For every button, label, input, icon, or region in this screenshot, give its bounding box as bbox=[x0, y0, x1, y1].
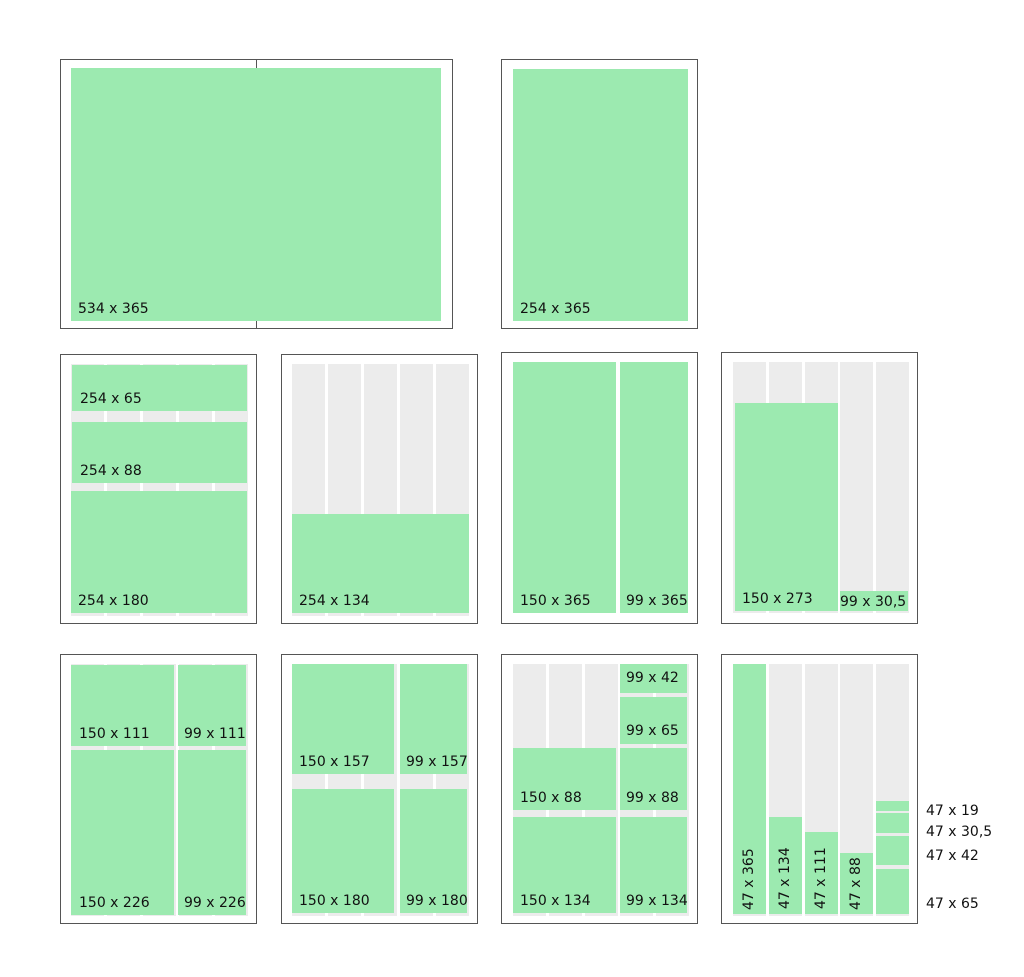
panel-150x273: 150 x 273 99 x 30,5 bbox=[721, 352, 918, 624]
side-label: 47 x 42 bbox=[926, 848, 979, 864]
block-99x65: 99 x 65 bbox=[620, 697, 687, 744]
block-label: 254 x 134 bbox=[299, 593, 370, 609]
block-label: 47 x 134 bbox=[777, 847, 793, 909]
block-254x88: 254 x 88 bbox=[72, 422, 247, 483]
block-99x30-5: 99 x 30,5 bbox=[840, 591, 908, 611]
block-label: 150 x 88 bbox=[520, 790, 582, 806]
block-150x180: 150 x 180 bbox=[292, 789, 394, 913]
side-label: 47 x 65 bbox=[926, 896, 979, 912]
block-47x42 bbox=[876, 836, 909, 865]
block-47x19 bbox=[876, 801, 909, 811]
panel-four-blocks-b: 150 x 157 99 x 157 150 x 180 99 x 180 bbox=[281, 654, 478, 924]
block-label: 254 x 180 bbox=[78, 593, 149, 609]
block-label: 99 x 134 bbox=[626, 893, 688, 909]
block-label: 99 x 365 bbox=[626, 593, 688, 609]
grid-column bbox=[876, 362, 909, 613]
block-47x111: 47 x 111 bbox=[805, 832, 838, 914]
panel-four-blocks-a: 150 x 111 99 x 111 150 x 226 99 x 226 bbox=[60, 654, 257, 924]
block-47x365: 47 x 365 bbox=[733, 664, 766, 914]
block-254x180: 254 x 180 bbox=[71, 491, 247, 613]
block-label: 99 x 111 bbox=[184, 726, 246, 742]
block-150x88: 150 x 88 bbox=[513, 748, 616, 810]
side-label: 47 x 30,5 bbox=[926, 824, 993, 840]
block-label: 99 x 42 bbox=[626, 670, 679, 686]
block-99x180: 99 x 180 bbox=[400, 789, 468, 913]
block-label: 47 x 88 bbox=[848, 857, 864, 910]
block-47x88: 47 x 88 bbox=[840, 853, 873, 914]
block-label: 150 x 111 bbox=[79, 726, 150, 742]
block-254x365: 254 x 365 bbox=[513, 69, 688, 321]
block-label: 99 x 226 bbox=[184, 895, 246, 911]
block-label: 99 x 30,5 bbox=[840, 594, 907, 610]
block-label: 150 x 134 bbox=[520, 893, 591, 909]
block-label: 254 x 65 bbox=[80, 391, 142, 407]
block-150x134: 150 x 134 bbox=[513, 817, 616, 913]
block-99x111: 99 x 111 bbox=[178, 665, 246, 746]
panel-bottom-block: 254 x 134 bbox=[281, 354, 478, 624]
block-label: 150 x 226 bbox=[79, 895, 150, 911]
block-99x157: 99 x 157 bbox=[400, 664, 468, 774]
block-label: 150 x 157 bbox=[299, 754, 370, 770]
block-label: 150 x 273 bbox=[742, 591, 813, 607]
block-99x365: 99 x 365 bbox=[620, 362, 688, 613]
block-label: 47 x 365 bbox=[741, 848, 757, 910]
block-label: 150 x 180 bbox=[299, 893, 370, 909]
panel-six-blocks: 99 x 42 99 x 65 150 x 88 99 x 88 150 x 1… bbox=[501, 654, 698, 924]
block-150x157: 150 x 157 bbox=[292, 664, 394, 774]
block-label: 47 x 111 bbox=[813, 847, 829, 909]
panel-two-columns: 150 x 365 99 x 365 bbox=[501, 352, 698, 624]
block-label: 99 x 180 bbox=[406, 893, 468, 909]
block-99x88: 99 x 88 bbox=[620, 748, 687, 810]
block-47x65 bbox=[876, 869, 909, 914]
panel-three-horizontal: 254 x 65 254 x 88 254 x 180 bbox=[60, 354, 257, 624]
block-254x134: 254 x 134 bbox=[292, 514, 469, 613]
block-150x226: 150 x 226 bbox=[71, 750, 174, 915]
block-label: 254 x 365 bbox=[520, 301, 591, 317]
grid-column bbox=[840, 362, 873, 613]
block-label: 254 x 88 bbox=[80, 463, 142, 479]
block-label: 150 x 365 bbox=[520, 593, 591, 609]
block-label: 99 x 65 bbox=[626, 723, 679, 739]
panel-254x365: 254 x 365 bbox=[501, 59, 698, 329]
block-47x30-5 bbox=[876, 813, 909, 833]
block-99x134: 99 x 134 bbox=[620, 817, 688, 913]
block-47x134: 47 x 134 bbox=[769, 817, 802, 914]
block-label: 99 x 157 bbox=[406, 754, 468, 770]
block-99x226: 99 x 226 bbox=[178, 750, 246, 915]
side-label: 47 x 19 bbox=[926, 803, 979, 819]
block-99x42: 99 x 42 bbox=[620, 664, 687, 693]
block-254x65: 254 x 65 bbox=[72, 365, 247, 411]
block-label: 534 x 365 bbox=[78, 301, 149, 317]
block-534x365: 534 x 365 bbox=[71, 68, 441, 321]
block-label: 99 x 88 bbox=[626, 790, 679, 806]
panel-five-columns: 47 x 365 47 x 134 47 x 111 47 x 88 bbox=[721, 654, 918, 924]
panel-534x365: 534 x 365 bbox=[60, 59, 453, 329]
block-150x273: 150 x 273 bbox=[735, 403, 838, 611]
block-150x365: 150 x 365 bbox=[513, 362, 616, 613]
block-150x111: 150 x 111 bbox=[71, 665, 174, 746]
